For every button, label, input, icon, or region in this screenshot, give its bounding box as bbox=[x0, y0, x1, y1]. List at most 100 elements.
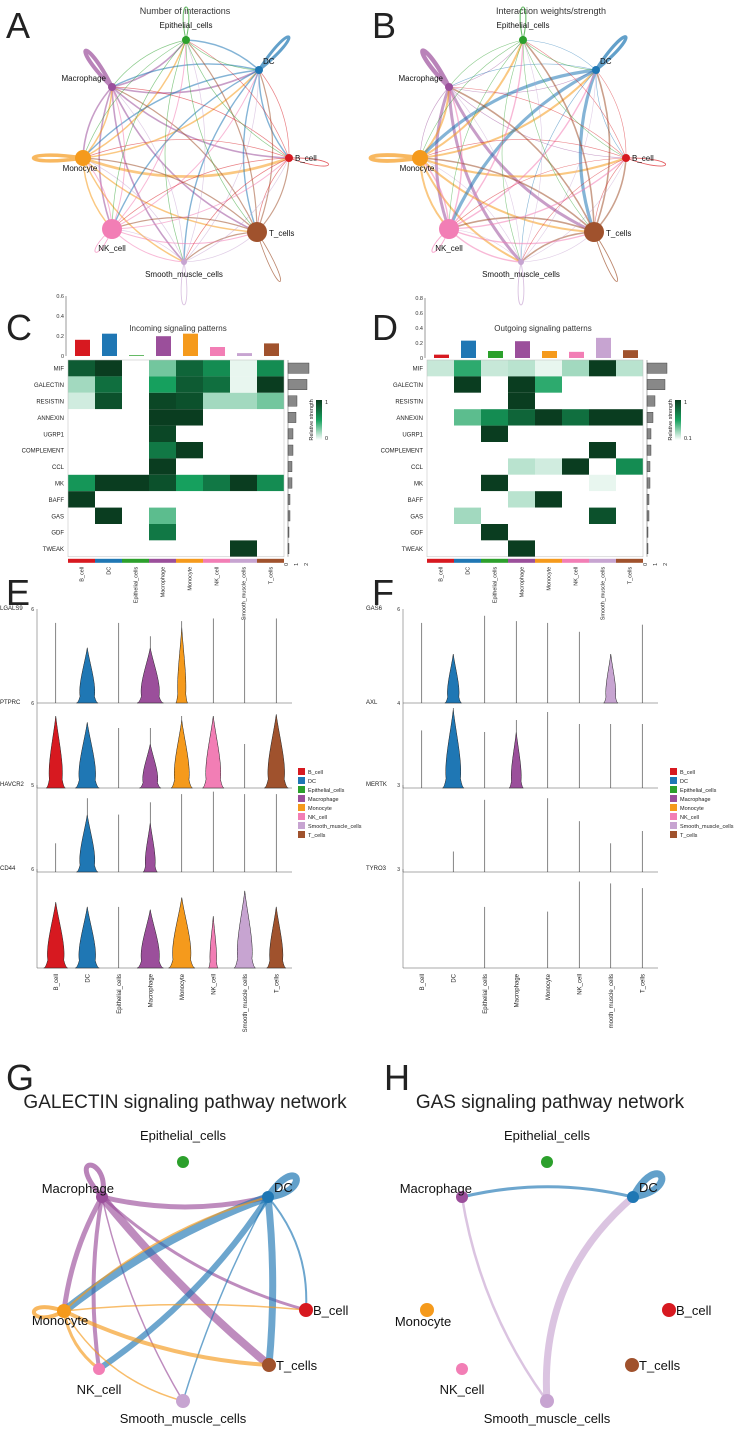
heat-cell-TWEAK-T_cells bbox=[257, 540, 284, 557]
network-edge-Monocyte-T_cells bbox=[62, 1309, 271, 1367]
node-label-Epithelial_cells: Epithelial_cells bbox=[160, 21, 213, 30]
top-axis-tick-4: 0 bbox=[420, 356, 423, 362]
legend-swatch-T_cells bbox=[298, 831, 305, 838]
row-label-TWEAK: TWEAK bbox=[43, 547, 64, 553]
top-axis-tick-0: 0.6 bbox=[56, 294, 64, 300]
network-node-T_cells bbox=[262, 1358, 276, 1372]
edge-Epithelial_cells-B_cell bbox=[185, 39, 290, 159]
edge-Macrophage-B_cell bbox=[111, 86, 290, 159]
panel-letter-a: A bbox=[6, 5, 30, 46]
heat-cell-GALECTIN-T_cells bbox=[257, 376, 284, 393]
heat-cell-CCL-Monocyte bbox=[535, 458, 562, 475]
heat-cell-MK-Smooth_muscle_cells bbox=[589, 474, 616, 492]
heat-cell-ANNEXIN-NK_cell bbox=[562, 409, 589, 426]
node-label-Macrophage: Macrophage bbox=[399, 74, 444, 83]
network-node-Epithelial_cells bbox=[177, 1156, 189, 1168]
heat-cell-CCL-B_cell bbox=[68, 458, 95, 475]
heat-cell-GAS-T_cells bbox=[257, 507, 284, 524]
heat-cell-COMPLEMENT-Monocyte bbox=[176, 442, 203, 459]
heat-cell-MIF-Monocyte bbox=[176, 360, 203, 377]
row-total-bar-ANNEXIN bbox=[287, 412, 297, 423]
heat-cell-GDF-NK_cell bbox=[562, 524, 589, 541]
network-node-T_cells bbox=[625, 1358, 639, 1372]
gene-ymax-MERTK: 3 bbox=[397, 783, 400, 789]
network-edge-Monocyte-Smooth_muscle_cells bbox=[63, 1310, 184, 1402]
heat-cell-COMPLEMENT-DC bbox=[95, 442, 122, 459]
violin-CD44-Monocyte bbox=[168, 897, 196, 969]
row-label-GALECTIN: GALECTIN bbox=[393, 383, 423, 389]
top-axis-tick-1: 0.4 bbox=[56, 314, 64, 320]
legend-label-Macrophage: Macrophage bbox=[680, 797, 711, 803]
heat-cell-MIF-Smooth_muscle_cells bbox=[230, 360, 257, 377]
heat-cell-MK-Monocyte bbox=[176, 474, 203, 492]
edge-DC-B_cell bbox=[258, 69, 290, 159]
edge-Macrophage-Smooth_muscle_cells bbox=[111, 86, 185, 263]
heat-cell-GDF-Macrophage bbox=[149, 524, 176, 541]
network-label-B_cell: B_cell bbox=[313, 1303, 349, 1318]
network-node-Macrophage bbox=[96, 1191, 108, 1203]
heat-cell-RESISTIN-B_cell bbox=[427, 392, 454, 410]
heat-cell-UGRP1-Epithelial_cells bbox=[481, 425, 508, 442]
heat-cell-GALECTIN-Monocyte bbox=[535, 376, 562, 393]
network-edge-Macrophage-Monocyte bbox=[61, 1194, 105, 1314]
network-edge-DC-Macrophage bbox=[460, 1185, 635, 1199]
row-label-GDF: GDF bbox=[410, 531, 423, 537]
col-strip-DC bbox=[95, 558, 122, 563]
node-Macrophage bbox=[108, 83, 116, 91]
heat-cell-GAS-Smooth_muscle_cells bbox=[230, 507, 257, 524]
heat-cell-MIF-Smooth_muscle_cells bbox=[589, 360, 616, 377]
violin-xlabel-Epithelial_cells: Epithelial_cells bbox=[117, 974, 123, 1014]
network-edge-Smooth_muscle_cells-DC bbox=[542, 1193, 637, 1405]
heat-cell-GALECTIN-Epithelial_cells bbox=[481, 376, 508, 393]
heat-cell-GALECTIN-Smooth_muscle_cells bbox=[230, 376, 257, 393]
row-total-bar-GALECTIN bbox=[646, 379, 666, 390]
gene-label-MERTK: MERTK bbox=[366, 782, 387, 788]
network-node-B_cell bbox=[299, 1303, 313, 1317]
self-loop-NK_cell bbox=[94, 228, 113, 253]
legend-label-T_cells: T_cells bbox=[308, 833, 326, 839]
network-label-Monocyte: Monocyte bbox=[32, 1313, 88, 1328]
col-strip-Monocyte bbox=[535, 558, 562, 563]
self-loop-Monocyte bbox=[32, 153, 85, 163]
heat-cell-TWEAK-Smooth_muscle_cells bbox=[230, 540, 257, 557]
edge-layer bbox=[32, 6, 329, 306]
heat-cell-GALECTIN-B_cell bbox=[427, 376, 454, 393]
panel-b-title: Interaction weights/strength bbox=[496, 6, 606, 16]
gene-label-LGALS9: LGALS9 bbox=[0, 606, 23, 612]
heat-cell-GAS-DC bbox=[454, 507, 481, 524]
legend-swatch-B_cell bbox=[298, 768, 305, 775]
heat-cell-TWEAK-NK_cell bbox=[203, 540, 230, 557]
violin-xlabel-Macrophage: Macrophage bbox=[514, 973, 520, 1007]
heat-cell-ANNEXIN-Macrophage bbox=[508, 409, 535, 426]
gene-ymax-TYRO3: 3 bbox=[397, 867, 400, 873]
gene-label-PTPRC: PTPRC bbox=[0, 700, 21, 706]
heat-cell-ANNEXIN-B_cell bbox=[427, 409, 454, 426]
top-axis-tick-2: 0.4 bbox=[415, 326, 423, 332]
row-total-bar-RESISTIN bbox=[287, 395, 298, 407]
edge-NK_cell-DC bbox=[111, 69, 260, 230]
col-strip-T_cells bbox=[616, 558, 643, 563]
row-label-MIF: MIF bbox=[413, 367, 424, 373]
violin-xlabel-Smooth_muscle_cells: Smooth_muscle_cells bbox=[243, 974, 249, 1032]
violin-CD44-Macrophage bbox=[137, 909, 164, 969]
network-label-DC: DC bbox=[274, 1180, 293, 1195]
edge-NK_cell-Macrophage bbox=[111, 86, 126, 230]
violin-xlabel-NK_cell: NK_cell bbox=[211, 974, 217, 995]
heat-cell-TWEAK-Smooth_muscle_cells bbox=[589, 540, 616, 557]
heat-cell-GAS-Monocyte bbox=[176, 507, 203, 524]
heat-cell-BAFF-T_cells bbox=[257, 491, 284, 508]
heat-cell-ANNEXIN-Epithelial_cells bbox=[122, 409, 149, 426]
heat-cell-COMPLEMENT-NK_cell bbox=[562, 442, 589, 459]
gene-ymax-HAVCR2: 5 bbox=[31, 783, 34, 789]
node-label-DC: DC bbox=[263, 57, 275, 66]
heat-cell-GALECTIN-Smooth_muscle_cells bbox=[589, 376, 616, 393]
col-strip-Macrophage bbox=[149, 558, 176, 563]
heat-cell-GDF-Monocyte bbox=[535, 524, 562, 541]
heat-cell-GALECTIN-Epithelial_cells bbox=[122, 376, 149, 393]
heat-cell-RESISTIN-NK_cell bbox=[562, 392, 589, 410]
node-label-Epithelial_cells: Epithelial_cells bbox=[497, 21, 550, 30]
node-label-NK_cell: NK_cell bbox=[435, 244, 463, 253]
heat-cell-UGRP1-DC bbox=[95, 425, 122, 442]
network-node-NK_cell bbox=[93, 1363, 105, 1375]
